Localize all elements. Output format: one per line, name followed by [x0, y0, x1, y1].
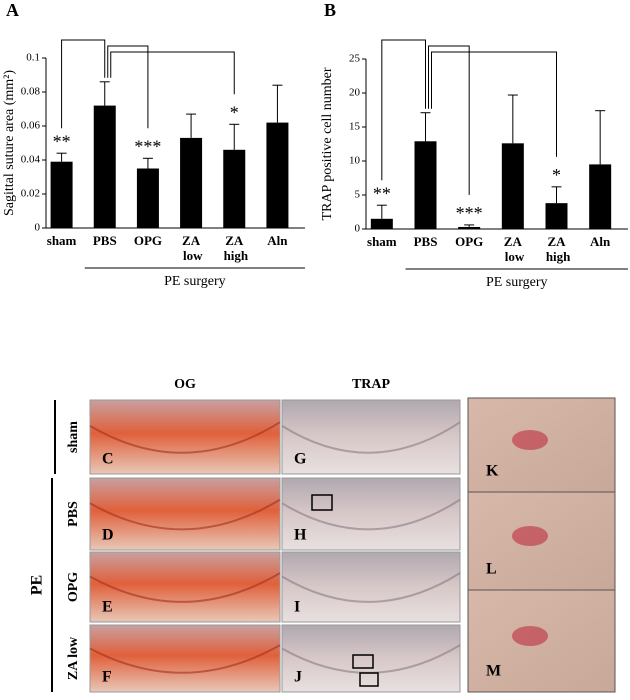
- x-tick-label: OPG: [134, 233, 162, 248]
- bar: [501, 143, 524, 229]
- x-tick-label: PBS: [93, 233, 117, 248]
- micrograph: [281, 624, 461, 693]
- bar: [266, 122, 289, 228]
- panel-letter: L: [486, 561, 497, 578]
- tissue-shape: [89, 498, 281, 531]
- y-tick-label: 25: [349, 53, 361, 65]
- bar: [50, 161, 73, 228]
- tissue-shape: [281, 572, 461, 603]
- panel-letter: B: [324, 0, 336, 20]
- panel-letter: H: [294, 527, 307, 544]
- micrograph: [89, 477, 281, 551]
- bar: [223, 149, 246, 228]
- bar: [136, 168, 159, 228]
- cell: [512, 526, 548, 546]
- panel-letter: D: [102, 527, 114, 544]
- y-tick-label: 10: [349, 155, 361, 167]
- bar: [458, 226, 481, 229]
- bracket: [431, 51, 557, 157]
- significance: ***: [134, 136, 161, 156]
- y-tick-label: 0: [355, 223, 361, 235]
- y-axis-label: TRAP positive cell number: [320, 67, 335, 220]
- x-tick-label: PBS: [414, 234, 438, 249]
- inset-box: [359, 672, 379, 687]
- bar: [414, 141, 437, 229]
- tissue-shape: [89, 421, 281, 454]
- significance: *: [230, 102, 239, 122]
- y-tick-label: 20: [349, 87, 361, 99]
- y-tick-label: 0.02: [21, 188, 40, 200]
- x-tick-label: ZA low: [501, 234, 524, 264]
- bar: [93, 105, 116, 228]
- bracket: [381, 39, 426, 181]
- y-tick-label: 0.04: [21, 154, 41, 166]
- row-label: PBS: [66, 501, 81, 527]
- inset-box: [311, 494, 333, 511]
- y-tick-label: 0.08: [21, 86, 41, 98]
- panel-letter: M: [486, 663, 501, 680]
- row-label: sham: [66, 421, 81, 453]
- y-tick-label: 15: [349, 121, 361, 133]
- tissue-shape: [281, 421, 461, 454]
- bracket: [61, 39, 106, 129]
- panel-letter: F: [102, 669, 112, 686]
- significance: **: [53, 131, 71, 151]
- micrograph: [89, 551, 281, 623]
- x-tick-label: sham: [47, 233, 77, 248]
- column-header: OG: [174, 377, 196, 392]
- row-label: OPG: [66, 572, 81, 602]
- bar: [180, 137, 203, 228]
- x-tick-label: Aln: [590, 234, 611, 249]
- group-label: PE surgery: [486, 275, 548, 290]
- panel-letter: J: [294, 669, 302, 686]
- y-tick-label: 0.06: [21, 120, 41, 132]
- bracket: [428, 45, 470, 195]
- y-tick-label: 0: [35, 222, 41, 234]
- significance: *: [552, 165, 561, 185]
- x-tick-label: OPG: [455, 234, 483, 249]
- panel-letter: A: [6, 0, 19, 20]
- bar: [589, 164, 612, 229]
- significance: ***: [456, 203, 483, 223]
- panel-letter: K: [486, 463, 499, 480]
- x-tick-label: ZA high: [220, 233, 249, 263]
- y-tick-label: 5: [355, 189, 361, 201]
- bracket: [107, 45, 149, 129]
- micrograph: [281, 477, 461, 551]
- group-label: PE surgery: [164, 274, 226, 289]
- cell: [512, 430, 548, 450]
- histology: OG TRAP PE sham C G PBS D H OPG E I ZA low F J K L M: [29, 377, 616, 693]
- inset-box: [352, 654, 374, 669]
- micrograph: [89, 399, 281, 475]
- x-tick-label: ZA low: [180, 233, 203, 263]
- panel-letter: G: [294, 451, 307, 468]
- column-header: TRAP: [352, 377, 391, 392]
- micrograph: [281, 399, 461, 475]
- cell: [512, 626, 548, 646]
- x-tick-label: sham: [367, 234, 397, 249]
- bar: [545, 203, 568, 229]
- x-tick-label: Aln: [267, 233, 288, 248]
- panel-letter: C: [102, 451, 114, 468]
- significance: **: [373, 183, 391, 203]
- x-tick-label: ZA high: [543, 234, 572, 264]
- row-label: ZA low: [66, 636, 81, 680]
- panel-letter: I: [294, 599, 300, 616]
- y-tick-label: 0.1: [26, 52, 40, 64]
- tissue-shape: [89, 644, 281, 674]
- bracket: [110, 51, 235, 95]
- row-group-label: PE: [29, 575, 46, 595]
- panel-letter: E: [102, 599, 113, 616]
- tissue-shape: [89, 572, 281, 603]
- micrograph: [89, 624, 281, 693]
- tissue-shape: [281, 498, 461, 531]
- y-axis-label: Sagittal suture area (mm²): [2, 70, 17, 216]
- bar: [370, 218, 393, 229]
- micrograph: [281, 551, 461, 623]
